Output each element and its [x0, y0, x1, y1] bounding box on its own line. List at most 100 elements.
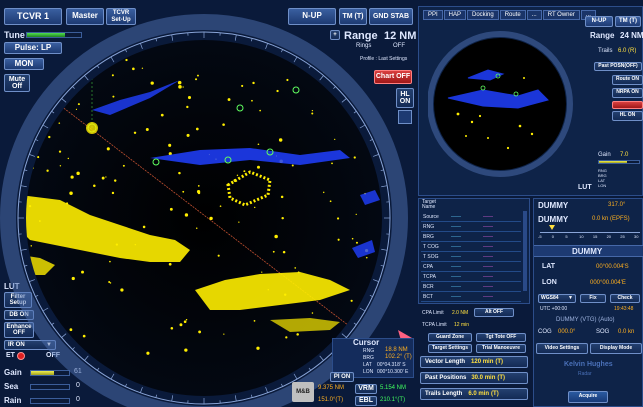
master-button[interactable]: Master — [66, 8, 104, 25]
guard-zone-button[interactable]: Guard Zone — [428, 333, 472, 342]
trails-length-value: 6.0 min — [468, 390, 490, 397]
plus-icon: + — [333, 31, 337, 38]
past-posn-button[interactable]: Past POSN(OFF) — [594, 62, 642, 71]
enhance-button[interactable]: Enhance OFF — [4, 322, 34, 338]
vrm-left-value: 9.375 NM — [318, 385, 345, 391]
echo-speckle — [276, 89, 279, 93]
tm-button[interactable]: TM (T) — [339, 8, 367, 25]
echo-speckle — [109, 282, 112, 284]
overview-alarm-button[interactable] — [612, 101, 643, 109]
overview-tm-button[interactable]: TM (T) — [615, 16, 641, 27]
vrm-button[interactable]: VRM — [355, 384, 377, 394]
past-positions-control[interactable]: Past Positions 30.0 min (T) — [420, 372, 528, 384]
bearing-tick — [51, 111, 55, 114]
echo-speckle — [133, 131, 137, 135]
echo-speckle — [71, 276, 75, 281]
overview-ppi[interactable] — [428, 18, 578, 188]
range-up-button[interactable]: + — [330, 30, 340, 40]
nrpa-on-button[interactable]: NRPA ON — [612, 88, 643, 98]
gain-slider[interactable] — [30, 370, 70, 376]
tcpa-limit-value: 12 min — [454, 322, 470, 328]
mute-button[interactable]: Mute Off — [4, 74, 30, 92]
et-label: ET — [6, 352, 15, 359]
target-settings-button[interactable]: Target Settings — [428, 344, 472, 353]
target-row-dash: —— — [451, 284, 461, 290]
gnd-stab-button[interactable]: GND STAB — [369, 8, 413, 25]
tab-route[interactable]: Route — [499, 10, 526, 20]
overview-hl-on-button[interactable]: HL ON — [612, 111, 643, 121]
overview-lut-label: LUT — [578, 184, 592, 191]
echo-speckle — [267, 289, 269, 291]
overview-range-label: Range — [590, 31, 615, 40]
mon-button[interactable]: MON — [4, 58, 44, 70]
hl-on-button[interactable]: HL ON — [396, 88, 414, 108]
overview-nup-button[interactable]: N-UP — [585, 16, 613, 27]
route-on-button[interactable]: Route ON — [612, 75, 643, 85]
rain-slider[interactable] — [30, 398, 70, 404]
bearing-tick — [35, 295, 39, 297]
target-row-label: Source — [423, 214, 439, 220]
target-row: BCR —— —— — [421, 283, 521, 292]
echo-speckle — [183, 320, 187, 323]
tcvr-button[interactable]: TCVR 1 — [4, 8, 62, 25]
target-row-label: T COG — [423, 244, 439, 250]
alarm-off-button[interactable]: Alt OFF — [474, 308, 514, 317]
datum-select[interactable]: WGS84 ▼ — [538, 294, 576, 303]
display-mode-button[interactable]: Display Mode — [590, 343, 642, 354]
trial-manoeuvre-button[interactable]: Trial Manoeuvre — [476, 344, 526, 353]
echo-speckle — [134, 243, 137, 246]
target-scrollbar[interactable] — [523, 211, 527, 291]
tab-docking[interactable]: Docking — [467, 10, 499, 20]
echo-speckle — [145, 128, 149, 132]
overview-range-value: 24 NM — [620, 31, 643, 40]
ebl-button[interactable]: EBL — [355, 396, 377, 406]
vector-length-control[interactable]: Vector Length 120 min (T) — [420, 356, 528, 368]
ppi-display[interactable] — [0, 0, 420, 407]
overview-gain-slider[interactable] — [598, 160, 640, 164]
acquire-button[interactable]: Acquire — [568, 391, 608, 403]
echo-speckle — [111, 74, 114, 77]
fix-button[interactable]: Fix — [580, 294, 606, 303]
tune-bar[interactable] — [26, 32, 82, 38]
bearing-tick — [140, 387, 143, 393]
echo-speckle — [323, 191, 325, 194]
overview-legend-lon: LON — [598, 183, 607, 188]
tgt-tote-button[interactable]: Tgt Tote OFF — [476, 333, 526, 342]
own-lon-label: LON — [542, 279, 557, 286]
speed-scale-label: 20 — [606, 234, 612, 239]
et-toggle[interactable] — [17, 352, 25, 360]
target-row-label: CPA — [423, 264, 433, 270]
vector-length-value: 120 min — [471, 358, 494, 365]
check-button[interactable]: Check — [610, 294, 640, 303]
echo-speckle — [184, 213, 189, 217]
nup-button[interactable]: N-UP — [288, 8, 336, 25]
bearing-tick — [308, 367, 311, 371]
heading-sensor-label: DUMMY — [538, 201, 569, 210]
brand-sub: Radar — [578, 371, 592, 377]
echo-speckle — [254, 206, 256, 209]
tab-extra-1[interactable]: ... — [526, 10, 542, 20]
tab-rt-owner[interactable]: RT Owner — [542, 10, 580, 20]
tcvr-setup-button[interactable]: TCVR Set-Up — [106, 8, 136, 25]
pi-on-button[interactable]: PI ON — [330, 372, 354, 382]
echo-speckle — [170, 326, 174, 330]
heading-icon[interactable] — [398, 110, 412, 124]
trails-length-control[interactable]: Trails Length 6.0 min (T) — [420, 388, 528, 400]
video-settings-button[interactable]: Video Settings — [536, 343, 588, 354]
target-row: RNG —— —— — [421, 223, 521, 232]
pulse-button[interactable]: Pulse: LP — [4, 42, 62, 54]
bearing-tick — [265, 387, 268, 393]
mob-icon[interactable]: M&B — [292, 382, 314, 402]
echo-speckle — [236, 174, 239, 176]
rain-value: 0 — [76, 396, 80, 403]
chart-off-button[interactable]: Chart OFF — [374, 70, 412, 84]
sea-slider[interactable] — [30, 384, 70, 390]
echo-speckle — [55, 322, 59, 325]
tab-hap[interactable]: HAP — [443, 10, 467, 20]
echo-speckle — [278, 138, 283, 142]
tab-ppi[interactable]: PPI — [423, 10, 443, 20]
speed-scale — [540, 229, 640, 233]
target-row-dash: —— — [483, 294, 493, 300]
echo-speckle — [222, 123, 225, 126]
echo-speckle — [177, 80, 182, 85]
